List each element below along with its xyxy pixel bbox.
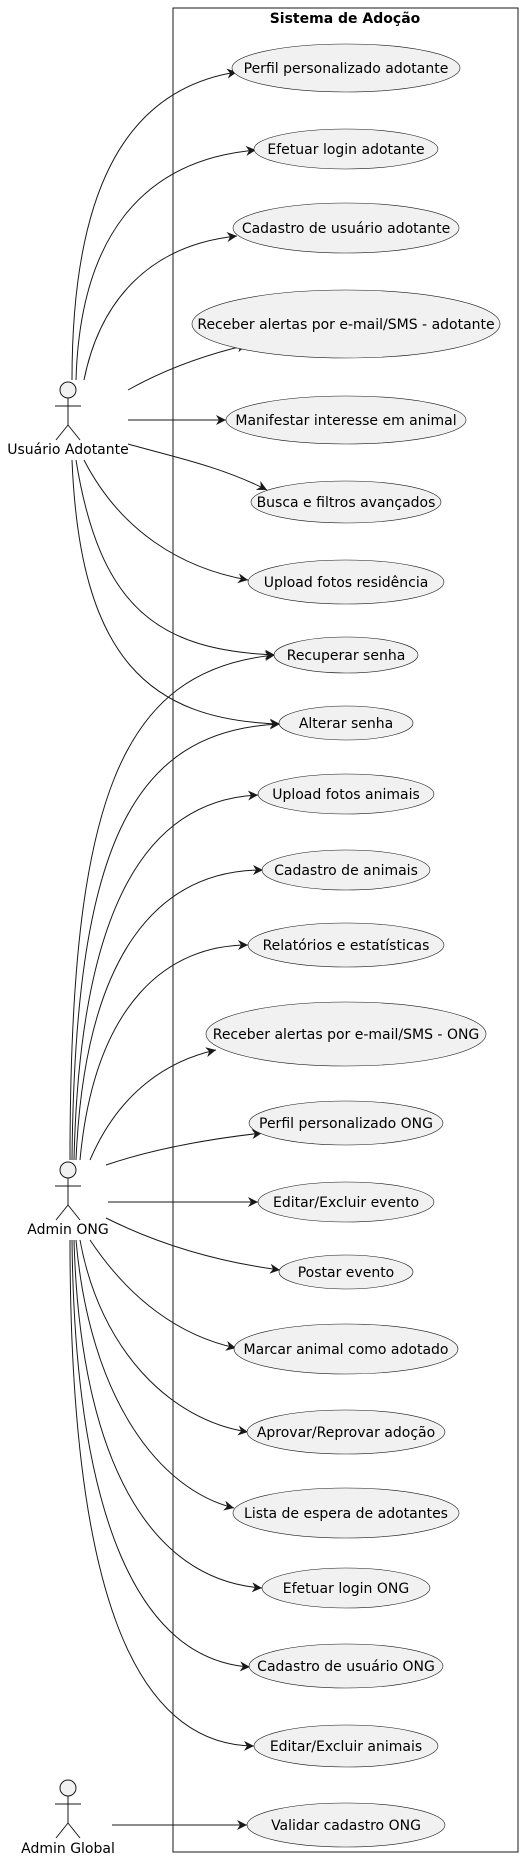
actor-leg-right (68, 1823, 80, 1838)
svg-text:Busca e filtros avançados: Busca e filtros avançados (257, 495, 436, 511)
svg-text:Efetuar login ONG: Efetuar login ONG (283, 1581, 409, 1597)
actor-label: Usuário Adotante (7, 442, 128, 458)
use-case-cadastro-ong[interactable]: Cadastro de usuário ONG (249, 1644, 443, 1688)
svg-text:Cadastro de usuário ONG: Cadastro de usuário ONG (257, 1659, 435, 1675)
use-case-perfil-adotante[interactable]: Perfil personalizado adotante (232, 44, 460, 92)
use-case-login-ong[interactable]: Efetuar login ONG (262, 1568, 430, 1608)
use-case-cadastro-animais[interactable]: Cadastro de animais (262, 850, 430, 890)
actor-leg-left (56, 425, 68, 440)
actor-head (60, 382, 76, 398)
svg-text:Upload fotos residência: Upload fotos residência (264, 575, 429, 591)
use-case-busca-filtros[interactable]: Busca e filtros avançados (251, 481, 441, 523)
svg-text:Relatórios e estatísticas: Relatórios e estatísticas (263, 938, 430, 954)
use-case-aprovar-adocao[interactable]: Aprovar/Reprovar adoção (247, 1410, 445, 1454)
use-case-validar-ong[interactable]: Validar cadastro ONG (247, 1803, 445, 1847)
use-case-login-adotante[interactable]: Efetuar login adotante (254, 129, 438, 169)
svg-text:Upload fotos animais: Upload fotos animais (272, 787, 420, 803)
use-case-cadastro-adotante[interactable]: Cadastro de usuário adotante (233, 203, 459, 253)
actor-leg-left (56, 1205, 68, 1220)
use-case-manifestar-interesse[interactable]: Manifestar interesse em animal (226, 396, 466, 444)
use-case-upload-animais[interactable]: Upload fotos animais (258, 774, 434, 814)
svg-text:Receber alertas por e-mail/SMS: Receber alertas por e-mail/SMS - adotant… (197, 317, 494, 333)
actor-admin-global[interactable]: Admin Global (21, 1780, 115, 1857)
actor-leg-right (68, 1205, 80, 1220)
use-case-editar-evento[interactable]: Editar/Excluir evento (258, 1182, 434, 1222)
system-title: Sistema de Adoção (270, 11, 421, 27)
svg-text:Perfil personalizado ONG: Perfil personalizado ONG (259, 1116, 433, 1132)
actor-leg-left (56, 1823, 68, 1838)
svg-text:Cadastro de usuário adotante: Cadastro de usuário adotante (242, 221, 450, 237)
svg-text:Editar/Excluir evento: Editar/Excluir evento (273, 1195, 419, 1211)
actor-label: Admin Global (21, 1841, 115, 1857)
svg-text:Validar cadastro ONG: Validar cadastro ONG (271, 1818, 421, 1834)
actor-head (60, 1780, 76, 1796)
use-case-upload-residencia[interactable]: Upload fotos residência (248, 560, 444, 604)
use-case-perfil-ong[interactable]: Perfil personalizado ONG (249, 1101, 443, 1145)
use-case-marcar-adotado[interactable]: Marcar animal como adotado (234, 1324, 458, 1374)
use-case-relatorios[interactable]: Relatórios e estatísticas (248, 923, 444, 967)
actor-head (60, 1162, 76, 1178)
svg-text:Cadastro de animais: Cadastro de animais (274, 863, 418, 879)
svg-text:Postar evento: Postar evento (298, 1265, 395, 1281)
actor-usuario-adotante[interactable]: Usuário Adotante (7, 382, 128, 458)
svg-text:Aprovar/Reprovar adoção: Aprovar/Reprovar adoção (257, 1425, 435, 1441)
actor-admin-ong[interactable]: Admin ONG (27, 1162, 108, 1238)
use-case-postar-evento[interactable]: Postar evento (279, 1255, 413, 1289)
svg-text:Lista de espera de adotantes: Lista de espera de adotantes (244, 1506, 448, 1522)
svg-text:Editar/Excluir animais: Editar/Excluir animais (270, 1739, 422, 1755)
use-case-recuperar-senha[interactable]: Recuperar senha (274, 637, 418, 673)
svg-text:Alterar senha: Alterar senha (299, 716, 393, 732)
svg-text:Marcar animal como adotado: Marcar animal como adotado (244, 1342, 449, 1358)
actor-label: Admin ONG (27, 1222, 108, 1238)
use-case-lista-espera[interactable]: Lista de espera de adotantes (233, 1488, 459, 1538)
use-case-alertas-ong[interactable]: Receber alertas por e-mail/SMS - ONG (206, 1002, 486, 1066)
use-case-alterar-senha[interactable]: Alterar senha (279, 706, 413, 740)
svg-text:Perfil personalizado adotante: Perfil personalizado adotante (244, 61, 449, 77)
svg-text:Recuperar senha: Recuperar senha (287, 648, 406, 664)
actor-leg-right (68, 425, 80, 440)
use-case-alertas-adotante[interactable]: Receber alertas por e-mail/SMS - adotant… (192, 290, 500, 358)
svg-text:Receber alertas por e-mail/SMS: Receber alertas por e-mail/SMS - ONG (213, 1027, 480, 1043)
use-case-editar-animais[interactable]: Editar/Excluir animais (254, 1725, 438, 1767)
svg-text:Manifestar interesse em animal: Manifestar interesse em animal (235, 413, 456, 429)
svg-text:Efetuar login adotante: Efetuar login adotante (267, 142, 424, 158)
